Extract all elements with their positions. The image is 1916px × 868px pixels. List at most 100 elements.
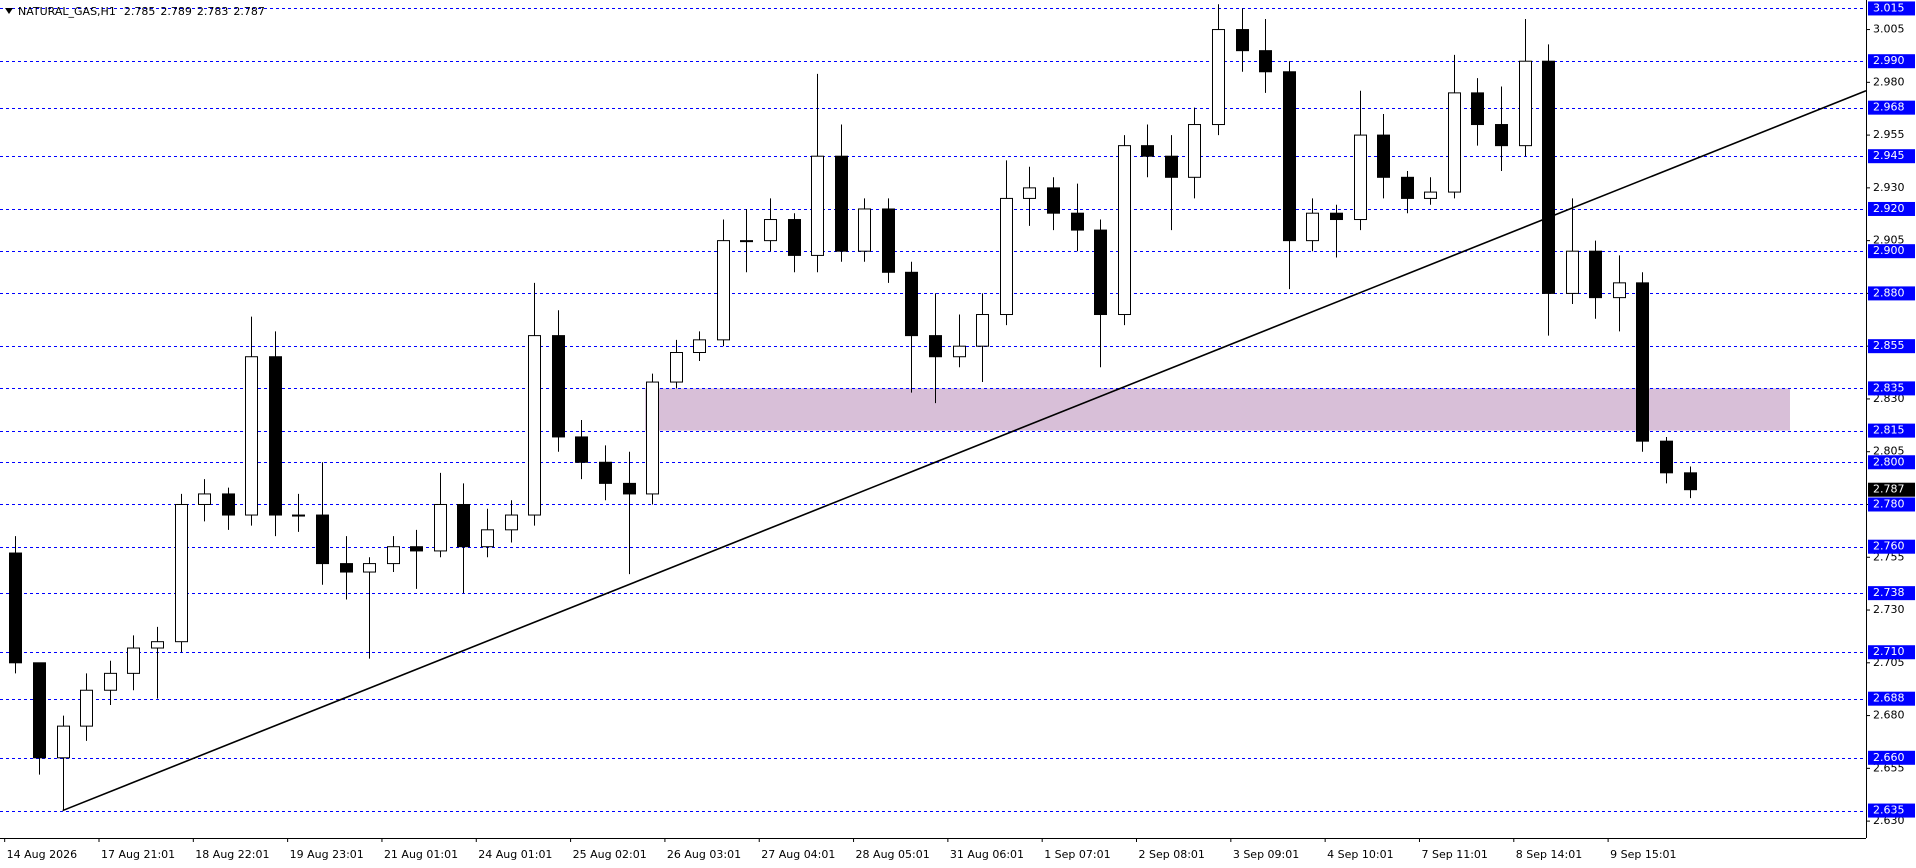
candle-body bbox=[1283, 71, 1296, 242]
level-label-box bbox=[1868, 244, 1915, 259]
level-label-box bbox=[1868, 455, 1915, 470]
candle-body bbox=[1141, 145, 1154, 157]
candle-body bbox=[104, 672, 117, 691]
candle-body bbox=[1000, 197, 1013, 316]
candle-body bbox=[222, 493, 235, 516]
candle-body bbox=[670, 352, 683, 383]
chart-header: NATURAL_GAS,H1 2.785 2.789 2.783 2.787 bbox=[18, 5, 265, 18]
level-label: 2.920 bbox=[1873, 202, 1905, 215]
y-tick-label: 2.930 bbox=[1873, 181, 1905, 194]
candle-body bbox=[1613, 282, 1626, 299]
level-label-box bbox=[1868, 149, 1915, 164]
candle-body bbox=[434, 503, 447, 552]
candle-body bbox=[646, 381, 659, 495]
candle-body bbox=[1377, 134, 1390, 178]
level-label-box bbox=[1868, 286, 1915, 301]
x-tick-label: 28 Aug 05:01 bbox=[856, 848, 930, 861]
candle-body bbox=[1212, 29, 1225, 126]
level-label: 2.688 bbox=[1873, 692, 1905, 705]
candle-body bbox=[1519, 60, 1532, 147]
bar-low: 2.783 bbox=[197, 5, 229, 18]
candle-body bbox=[1566, 250, 1579, 294]
candle-body bbox=[316, 514, 329, 565]
candle-body bbox=[410, 546, 423, 552]
candle-body bbox=[1354, 134, 1367, 221]
level-label: 2.635 bbox=[1873, 804, 1905, 817]
level-label: 2.880 bbox=[1873, 286, 1905, 299]
level-label-box bbox=[1868, 586, 1915, 601]
candle-body bbox=[1259, 50, 1272, 73]
candle-body bbox=[835, 155, 848, 252]
level-label: 2.900 bbox=[1873, 244, 1905, 257]
x-tick-label: 14 Aug 2026 bbox=[7, 848, 77, 861]
level-label: 2.815 bbox=[1873, 424, 1905, 437]
level-label-box bbox=[1868, 645, 1915, 660]
x-tick-label: 21 Aug 01:01 bbox=[384, 848, 458, 861]
candle-body bbox=[1589, 250, 1602, 299]
candle-body bbox=[245, 356, 258, 516]
menu-arrow[interactable] bbox=[5, 8, 13, 14]
level-label-box bbox=[1868, 100, 1915, 115]
level-label: 2.990 bbox=[1873, 54, 1905, 67]
price-label: 2.787 bbox=[1873, 483, 1905, 496]
candle-body bbox=[80, 689, 93, 727]
candle-body bbox=[175, 503, 188, 643]
level-label: 2.835 bbox=[1873, 381, 1905, 394]
level-label-box bbox=[1868, 691, 1915, 706]
level-label-box bbox=[1868, 201, 1915, 216]
level-label: 2.710 bbox=[1873, 645, 1905, 658]
trendline bbox=[62, 90, 1867, 812]
level-label-box bbox=[1868, 1, 1915, 16]
bar-close: 2.787 bbox=[233, 5, 265, 18]
candle-body bbox=[858, 208, 871, 252]
level-label-box bbox=[1868, 54, 1915, 69]
candle-body bbox=[1424, 191, 1437, 199]
candle-body bbox=[1071, 212, 1084, 231]
candle-body bbox=[1094, 229, 1107, 316]
x-tick-label: 25 Aug 02:01 bbox=[573, 848, 647, 861]
candle-body bbox=[929, 335, 942, 358]
x-tick-label: 18 Aug 22:01 bbox=[195, 848, 269, 861]
candle-body bbox=[33, 662, 46, 759]
y-tick-label: 3.005 bbox=[1873, 23, 1905, 36]
candle-body bbox=[505, 514, 518, 531]
candle-body bbox=[905, 271, 918, 337]
x-tick-label: 1 Sep 07:01 bbox=[1044, 848, 1110, 861]
x-tick-label: 19 Aug 23:01 bbox=[290, 848, 364, 861]
y-tick-label: 2.905 bbox=[1873, 234, 1905, 247]
candle-body bbox=[1542, 60, 1555, 294]
y-tick-label: 2.980 bbox=[1873, 75, 1905, 88]
bar-high: 2.789 bbox=[160, 5, 192, 18]
candle-body bbox=[623, 482, 636, 495]
candle-body bbox=[1401, 176, 1414, 199]
y-tick-label: 2.805 bbox=[1873, 445, 1905, 458]
candle-body bbox=[575, 436, 588, 463]
level-label: 3.015 bbox=[1873, 1, 1905, 14]
candle-body bbox=[292, 514, 305, 517]
level-label-box bbox=[1868, 803, 1915, 818]
price-label-box bbox=[1868, 482, 1915, 497]
candle-body bbox=[151, 641, 164, 649]
candle-body bbox=[788, 219, 801, 256]
candle-body bbox=[1188, 124, 1201, 178]
level-label-box bbox=[1868, 497, 1915, 512]
x-tick-label: 3 Sep 09:01 bbox=[1233, 848, 1299, 861]
candle-body bbox=[1660, 440, 1673, 474]
candle-body bbox=[882, 208, 895, 273]
x-tick-label: 24 Aug 01:01 bbox=[478, 848, 552, 861]
y-tick-label: 2.680 bbox=[1873, 709, 1905, 722]
x-tick-label: 4 Sep 10:01 bbox=[1327, 848, 1393, 861]
candle-body bbox=[740, 240, 753, 243]
candle-body bbox=[1023, 187, 1036, 199]
candle-body bbox=[457, 503, 470, 548]
candle-body bbox=[1118, 145, 1131, 316]
candle-body bbox=[693, 339, 706, 354]
candle-body bbox=[811, 155, 824, 256]
candle-body bbox=[1495, 124, 1508, 147]
level-label: 2.855 bbox=[1873, 339, 1905, 352]
x-tick-label: 8 Sep 14:01 bbox=[1516, 848, 1582, 861]
level-label-box bbox=[1868, 339, 1915, 354]
x-tick-label: 9 Sep 15:01 bbox=[1610, 848, 1676, 861]
candle-body bbox=[363, 563, 376, 573]
